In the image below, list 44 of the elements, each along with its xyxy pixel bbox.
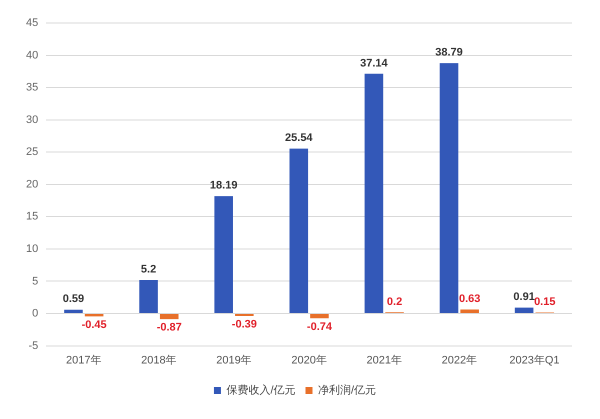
y-tick-label: -5 — [28, 340, 38, 352]
x-tick-label: 2021年 — [366, 354, 402, 366]
bar — [289, 148, 308, 314]
y-tick-label: 0 — [32, 308, 38, 320]
bar — [310, 314, 329, 318]
data-label: 38.79 — [435, 46, 463, 59]
data-label: 5.2 — [140, 263, 156, 276]
data-label: 0.2 — [386, 296, 402, 308]
bar — [214, 196, 233, 314]
y-tick-label: 15 — [26, 210, 38, 223]
data-label: 0.59 — [62, 293, 84, 306]
bar — [440, 63, 458, 314]
bar — [139, 280, 158, 314]
x-tick-label: 2020年 — [291, 354, 327, 366]
x-tick-label: 2022年 — [442, 354, 478, 366]
data-label: 0.91 — [513, 291, 535, 304]
data-label: -0.39 — [232, 318, 257, 331]
data-label: 37.14 — [360, 57, 389, 70]
data-label: 25.54 — [285, 132, 314, 144]
x-tick-label: 2019年 — [216, 354, 252, 366]
legend-label: 保费收入/亿元 — [226, 384, 296, 397]
y-tick-label: 45 — [26, 17, 38, 30]
data-label: -0.45 — [82, 318, 107, 331]
bar — [460, 309, 479, 314]
x-tick-label: 2023年Q1 — [509, 354, 560, 366]
y-tick-label: 5 — [32, 275, 38, 288]
legend-label: 净利润/亿元 — [318, 384, 376, 397]
bar — [514, 308, 534, 314]
y-tick-label: 35 — [26, 82, 38, 94]
y-tick-label: 40 — [26, 49, 38, 62]
bar — [160, 314, 179, 320]
y-tick-label: 10 — [26, 242, 38, 255]
x-tick-label: 2018年 — [141, 354, 177, 366]
data-label: -0.87 — [156, 322, 182, 334]
y-tick-label: 25 — [26, 146, 38, 158]
data-label: 0.63 — [458, 292, 480, 305]
bar — [364, 74, 384, 314]
y-tick-label: 30 — [26, 114, 38, 126]
x-tick-label: 2017年 — [66, 354, 102, 366]
y-tick-label: 20 — [26, 178, 38, 190]
bar — [64, 310, 83, 314]
data-label: 0.15 — [534, 296, 556, 308]
data-label: 18.19 — [210, 180, 238, 192]
data-label: -0.74 — [306, 320, 333, 333]
